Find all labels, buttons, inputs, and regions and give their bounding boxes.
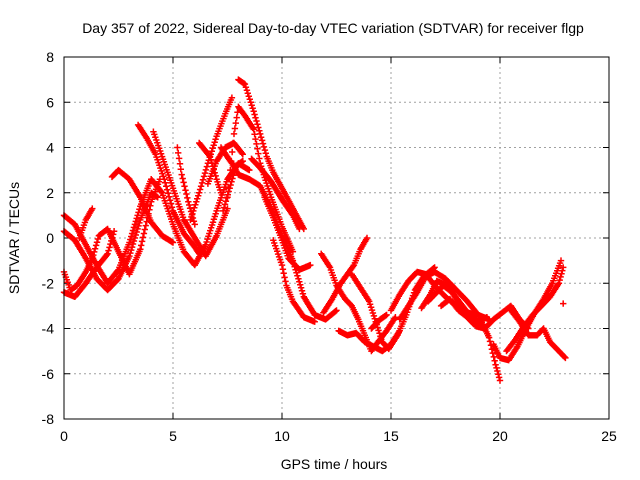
series-arc-29 <box>437 295 532 332</box>
x-tick-label: 20 <box>492 428 508 444</box>
series-arc-17 <box>248 155 303 233</box>
series-arc-26 <box>396 268 504 384</box>
marker-path <box>187 94 236 224</box>
y-tick-label: 0 <box>46 230 54 246</box>
marker-path <box>76 205 96 242</box>
y-tick-label: 8 <box>46 49 54 65</box>
series-arc-32 <box>507 307 569 362</box>
marker-path <box>560 300 567 307</box>
marker-path <box>150 128 231 260</box>
x-tick-label: 0 <box>60 428 68 444</box>
marker-path <box>108 166 177 246</box>
plot-frame <box>63 56 610 420</box>
x-tick-label: 25 <box>601 428 617 444</box>
marker-path <box>235 76 307 233</box>
series-arc-7 <box>134 121 203 257</box>
marker-path <box>248 155 303 233</box>
series-arc-11 <box>187 94 236 224</box>
x-tick-label: 10 <box>274 428 290 444</box>
y-tick-label: 6 <box>46 94 54 110</box>
marker-path <box>368 311 390 332</box>
x-tick-label: 15 <box>383 428 399 444</box>
x-axis-label: GPS time / hours <box>281 456 388 472</box>
series-arc-6 <box>108 166 177 246</box>
series-arc-15 <box>235 76 307 233</box>
marker-path <box>335 327 403 355</box>
y-tick-label: -2 <box>42 275 55 291</box>
y-tick-label: -4 <box>42 321 55 337</box>
series-arc-31 <box>503 264 567 355</box>
series-arc-28 <box>424 282 491 325</box>
series-arc-21 <box>320 234 371 316</box>
series-arc-8 <box>150 128 231 260</box>
data-markers <box>60 76 569 384</box>
series-arc-24 <box>368 311 390 332</box>
series-arc-19 <box>270 237 318 325</box>
series-arc-18 <box>261 194 314 273</box>
series-arc-33 <box>560 300 567 307</box>
y-axis-label: SDTVAR / TECUs <box>6 182 22 294</box>
chart-title: Day 357 of 2022, Sidereal Day-to-day VTE… <box>82 20 584 36</box>
series-arc-23 <box>335 327 403 355</box>
marker-path <box>437 295 532 332</box>
y-tick-label: 4 <box>46 140 54 156</box>
marker-path <box>270 237 318 325</box>
series-arc-5 <box>76 205 96 242</box>
y-tick-label: -6 <box>42 366 55 382</box>
marker-path <box>396 268 504 384</box>
y-tick-label: -8 <box>42 411 55 427</box>
y-tick-label: 2 <box>46 185 54 201</box>
x-tick-label: 5 <box>169 428 177 444</box>
marker-path <box>134 121 203 257</box>
marker-path <box>507 307 569 362</box>
marker-path <box>424 282 491 325</box>
marker-path <box>503 264 567 355</box>
marker-path <box>261 194 314 273</box>
marker-path <box>320 234 371 316</box>
